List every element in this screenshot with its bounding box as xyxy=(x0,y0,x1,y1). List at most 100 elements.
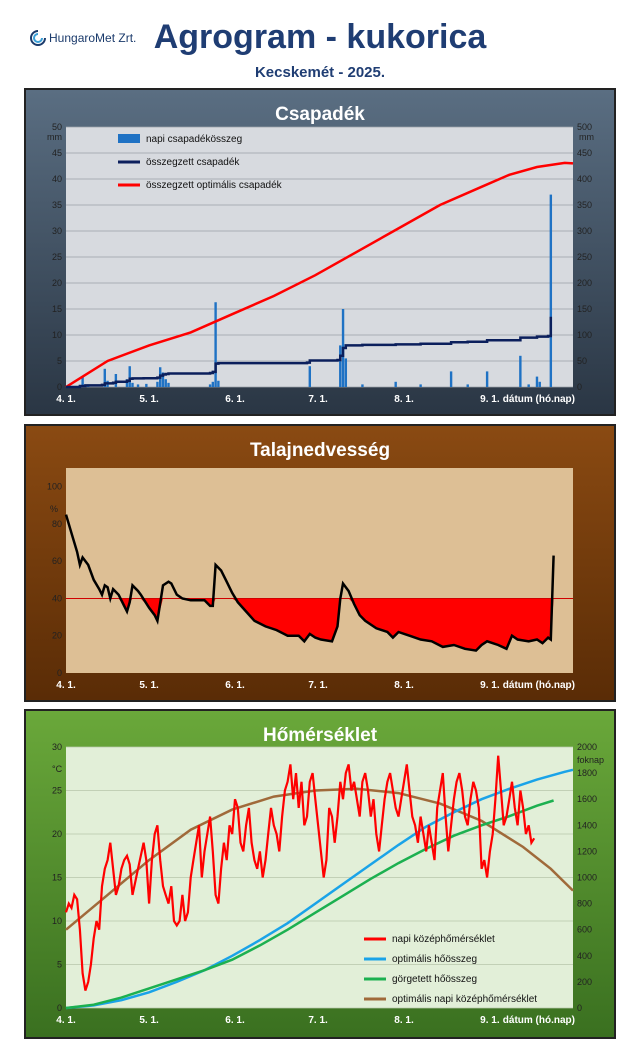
precipitation-chart: Csapadék 0510152025303540455005010015020… xyxy=(26,90,614,414)
y-tick-label-left: 35 xyxy=(52,200,62,210)
y-tick-label-right: 0 xyxy=(577,382,582,392)
precip-bar xyxy=(527,384,530,387)
y-tick-label-right: 2000 xyxy=(577,742,597,752)
y-tick-label-left: 50 xyxy=(52,122,62,132)
precip-bar xyxy=(167,382,170,387)
precip-bar xyxy=(164,379,167,387)
y-tick-label-right: 400 xyxy=(577,174,592,184)
y-tick-label-right: 1200 xyxy=(577,846,597,856)
x-tick-label: 6. 1. xyxy=(225,1015,245,1026)
soil-moisture-line xyxy=(64,514,555,652)
x-axis-label: dátum (hó.nap) xyxy=(503,680,575,691)
x-tick-label: 7. 1. xyxy=(308,394,328,405)
precip-bar xyxy=(339,345,342,387)
y-tick-label-left: 40 xyxy=(52,174,62,184)
precip-bar xyxy=(538,381,541,387)
y-tick-label-left: 0 xyxy=(57,1003,62,1013)
chart-title: Talajnedvesség xyxy=(250,440,390,461)
x-tick-label: 5. 1. xyxy=(139,394,159,405)
y-tick-label-right: 600 xyxy=(577,925,592,935)
daily-mean-temp-line xyxy=(64,755,536,991)
soil-moisture-chart-panel: Talajnedvesség 0 20 40 60 80 100% 4. 1. 5. 1. 6.… xyxy=(24,424,616,702)
chart-title: Csapadék xyxy=(275,104,365,125)
y-tick-label-right: 500 xyxy=(577,122,592,132)
y-tick-label-right: 350 xyxy=(577,200,592,210)
x-tick-label: 4. 1. xyxy=(56,680,76,691)
precip-bar xyxy=(419,384,422,387)
x-axis-label: dátum (hó.nap) xyxy=(503,394,575,405)
legend-label: görgetett hőösszeg xyxy=(392,974,477,985)
page-subtitle: Kecskemét - 2025. xyxy=(254,64,386,81)
x-axis-label: dátum (hó.nap) xyxy=(503,1015,575,1026)
hungaromet-logo: HungaroMet Zrt. xyxy=(30,30,136,46)
precip-bar xyxy=(156,381,159,387)
y-tick-label-left: 45 xyxy=(52,148,62,158)
y-tick-label-right: 400 xyxy=(577,951,592,961)
y-tick-label-left: 25 xyxy=(52,786,62,796)
precip-bar xyxy=(136,384,140,387)
y-tick-label: 80 xyxy=(52,519,62,529)
temperature-chart-panel: Hőmérséklet 0 5 10 15 20 25 30 0 200 400 600 800 100… xyxy=(24,709,616,1039)
y-tick-label: 100 xyxy=(47,482,62,492)
x-tick-label: 8. 1. xyxy=(394,394,414,405)
y-tick-label-right: 1400 xyxy=(577,820,597,830)
legend-label: összegzett optimális csapadék xyxy=(146,180,283,191)
precip-bar xyxy=(466,384,469,387)
legend-label: összegzett csapadék xyxy=(146,157,240,168)
y-tick-label-right: 200 xyxy=(577,278,592,288)
y-axis-unit-left: °C xyxy=(52,764,63,774)
x-tick-label: 8. 1. xyxy=(394,680,414,691)
x-tick-label: 9. 1. xyxy=(480,680,500,691)
y-tick-label-right: 300 xyxy=(577,226,592,236)
temperature-chart: Hőmérséklet 0 5 10 15 20 25 30 0 200 400 600 800 100… xyxy=(26,711,614,1037)
chart-title: Hőmérséklet xyxy=(263,725,378,746)
y-tick-label-right: 1000 xyxy=(577,873,597,883)
logo-icon xyxy=(30,30,46,46)
x-tick-label: 6. 1. xyxy=(225,394,245,405)
optimal-heat-sum-line xyxy=(65,768,574,1010)
x-tick-label: 5. 1. xyxy=(139,1015,159,1026)
precip-bar xyxy=(344,358,348,387)
legend-label: optimális hőösszeg xyxy=(392,954,477,965)
y-tick-label-left: 5 xyxy=(57,356,62,366)
y-tick-label-right: 1800 xyxy=(577,768,597,778)
precip-bar xyxy=(211,381,215,387)
y-tick-label: 40 xyxy=(52,593,62,603)
y-tick-label-left: 30 xyxy=(52,742,62,752)
y-tick-label-left: 0 xyxy=(57,382,62,392)
y-tick-label-right: 250 xyxy=(577,252,592,262)
legend-label: optimális napi középhőmérséklet xyxy=(392,994,537,1005)
rolling-heat-sum-line xyxy=(65,799,554,1010)
precip-bar xyxy=(103,368,106,387)
y-axis-unit-right: mm xyxy=(579,132,594,142)
precip-bar xyxy=(535,376,539,387)
y-tick-label-left: 10 xyxy=(52,330,62,340)
x-tick-label: 7. 1. xyxy=(308,680,328,691)
precip-bar xyxy=(361,384,364,387)
y-tick-label-right: 450 xyxy=(577,148,592,158)
y-tick-label: 20 xyxy=(52,631,62,641)
y-tick-label-left: 15 xyxy=(52,873,62,883)
optimal-cumulative-line xyxy=(65,161,574,389)
x-tick-label: 9. 1. xyxy=(480,1015,500,1026)
y-axis-unit-left: mm xyxy=(47,132,62,142)
y-tick-label-right: 50 xyxy=(577,356,587,366)
precip-bar xyxy=(308,366,312,387)
y-tick-label-right: 800 xyxy=(577,899,592,909)
precip-bar xyxy=(145,383,148,387)
y-tick-label-right: 100 xyxy=(577,330,592,340)
y-tick-label-left: 15 xyxy=(52,304,62,314)
y-axis-unit-right: foknap xyxy=(577,755,604,765)
page-title: Agrogram - kukorica xyxy=(153,18,487,56)
y-tick-label-left: 5 xyxy=(57,960,62,970)
x-tick-label: 9. 1. xyxy=(480,394,500,405)
y-tick-label-left: 20 xyxy=(52,829,62,839)
y-axis-unit: % xyxy=(50,504,58,514)
optimal-daily-temp-line xyxy=(65,787,574,931)
x-tick-label: 4. 1. xyxy=(56,1015,76,1026)
precip-bar xyxy=(128,366,131,387)
y-tick-label-left: 25 xyxy=(52,252,62,262)
soil-moisture-chart: Talajnedvesség 0 20 40 60 80 100% 4. 1. 5. 1. 6.… xyxy=(26,426,614,700)
precipitation-chart-panel: Csapadék 0 5 10 15 20 25 30 35 40 45 50 0 50 100 150 20… xyxy=(24,88,616,416)
y-tick-label-right: 200 xyxy=(577,977,592,987)
